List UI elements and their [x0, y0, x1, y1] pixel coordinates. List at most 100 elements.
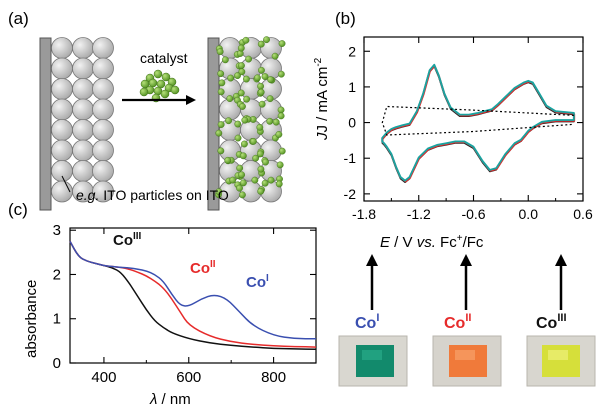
annotation-co3: CoIII	[113, 231, 142, 249]
absorbance-plot-frame	[69, 227, 317, 364]
catalyst-particle	[170, 85, 180, 95]
catalyst-particle	[267, 176, 275, 184]
catalyst-particle	[234, 72, 241, 80]
catalyst-particle	[257, 40, 265, 48]
ito-particle	[92, 98, 114, 121]
panel-c-label: (c)	[8, 200, 28, 219]
panel-c: (c) 400 600 800 3 2 1 0 absorbance λ / nm CoII…	[8, 200, 317, 408]
panel-a: (a) catalyst e.g. ITO particles on ITO	[8, 9, 286, 211]
catalyst-particle	[256, 150, 264, 158]
absorbance-curves	[69, 240, 317, 351]
panel-a-label: (a)	[8, 9, 29, 28]
catalyst-particle	[271, 52, 279, 60]
panel-b-label: (b)	[335, 9, 356, 28]
catalyst-particle	[217, 70, 225, 78]
cv-curves	[381, 63, 576, 183]
abs-y-tick-label: 2	[53, 266, 61, 283]
ito-particle	[92, 180, 114, 203]
abs-y-tick-label: 3	[53, 222, 61, 239]
catalyst-particle	[242, 36, 250, 44]
ito-electrode-right	[207, 37, 220, 211]
cv-trace	[382, 65, 576, 183]
ito-particle	[51, 57, 73, 80]
photo-label-co2: CoII	[444, 312, 471, 332]
catalyst-particle	[216, 48, 224, 56]
catalyst-particle	[254, 74, 261, 82]
ito-particle	[92, 57, 114, 80]
catalyst-particle	[257, 165, 265, 173]
catalyst-particle	[258, 66, 265, 74]
catalyst-particle	[245, 55, 252, 63]
catalyst-particle	[257, 187, 265, 195]
ito-particle	[51, 119, 73, 141]
catalyst-particle	[275, 180, 283, 188]
catalyst-particle	[261, 179, 269, 187]
absorbance-x-axis-label: λ / nm	[149, 391, 191, 408]
catalyst-particle	[263, 36, 270, 44]
cv-y-tick-label: -1	[344, 150, 357, 166]
absorbance-axis-ticks: 400 600 800 3 2 1 0	[53, 222, 316, 386]
catalyst-particle	[257, 88, 265, 96]
arrow-co2-head	[460, 254, 472, 266]
catalyst-particle	[275, 131, 283, 138]
catalyst-particle	[238, 171, 245, 179]
cv-trace	[381, 63, 575, 182]
catalyst-particle	[266, 95, 274, 103]
cv-x-tick-label: 0.0	[519, 206, 539, 222]
catalyst-particle	[221, 56, 229, 64]
catalyst-particle	[267, 76, 274, 84]
catalyst-particle	[236, 184, 243, 192]
catalyst-particle	[225, 117, 232, 125]
caption-pointer	[61, 175, 71, 193]
catalyst-particle	[217, 121, 225, 128]
ito-particle	[92, 160, 114, 182]
catalyst-particle	[240, 179, 247, 187]
ito-particle	[51, 37, 73, 59]
catalyst-particle	[139, 87, 149, 97]
annotation-co2: CoII	[190, 259, 216, 277]
ito-particle	[92, 37, 114, 59]
ito-particle	[72, 98, 94, 121]
abs-trace-co2	[69, 240, 317, 348]
catalyst-particle	[234, 120, 242, 128]
catalyst-particle	[161, 72, 171, 82]
ito-particles-with-catalyst	[215, 36, 286, 203]
ito-particle	[51, 160, 73, 182]
catalyst-particle	[153, 69, 163, 79]
cv-x-tick-label: -1.8	[352, 206, 376, 222]
ito-particle	[72, 37, 94, 59]
annotation-co1: CoI	[246, 273, 269, 291]
cv-y-axis-label: JJ / mA cm-2	[313, 57, 331, 141]
catalyst-particle	[237, 44, 245, 52]
ito-particle	[51, 78, 73, 100]
abs-x-tick-label: 600	[176, 369, 201, 386]
catalyst-particle	[239, 152, 247, 160]
catalyst-particle	[217, 147, 225, 155]
catalyst-particle	[262, 158, 269, 166]
catalyst-particle	[243, 75, 250, 83]
cv-axis-ticks: -1.8 -1.2 -0.6 0.0 0.6 2 1 0 -1 -2	[344, 37, 593, 222]
panel-a-caption: e.g. ITO particles on ITO	[76, 187, 229, 203]
panel-b: (b) -1.8 -1.2 -0.6 0.0 0.6 2 1 0 -1 -2 JJ / mA cm…	[313, 9, 596, 387]
abs-y-tick-label: 1	[53, 311, 61, 328]
abs-x-tick-label: 800	[261, 369, 286, 386]
cv-background-trace	[381, 105, 574, 136]
catalyst-particle	[215, 129, 223, 137]
catalyst-label: catalyst	[140, 50, 188, 66]
cv-x-axis-label: E / V vs. Fc+/Fc	[380, 233, 484, 251]
catalyst-particle	[218, 79, 226, 87]
cv-y-tick-label: 0	[348, 115, 356, 131]
catalyst-particle	[256, 123, 264, 131]
ito-particle	[51, 98, 73, 121]
catalyst-particle	[238, 68, 246, 76]
catalyst-particle	[258, 100, 266, 108]
catalyst-particle	[227, 74, 235, 82]
photo-co3-film	[526, 335, 596, 387]
photo-co1-film	[338, 335, 408, 387]
cv-y-tick-label: 1	[348, 79, 356, 95]
catalyst-particle	[276, 161, 284, 169]
catalyst-particle	[241, 140, 248, 148]
photo-label-co1: CoI	[355, 312, 379, 332]
catalyst-particle	[277, 112, 285, 120]
catalyst-particle	[277, 106, 285, 114]
